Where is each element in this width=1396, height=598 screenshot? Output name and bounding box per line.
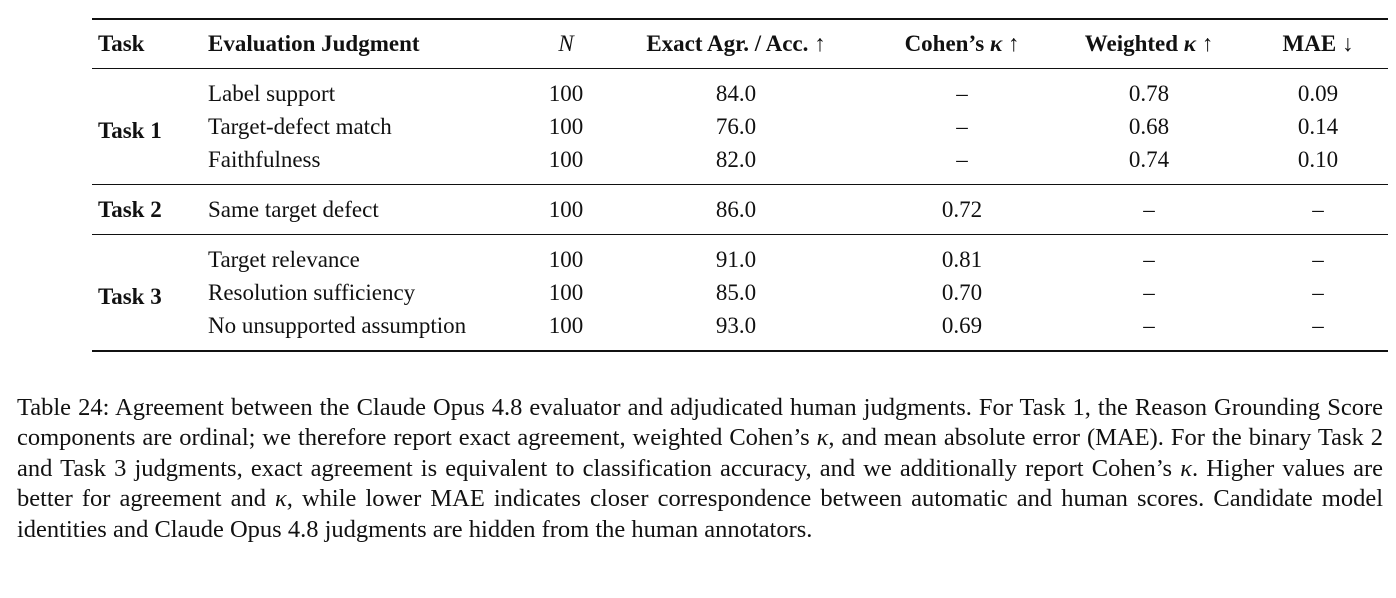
task-1-group: Task 1 Label support 100 84.0 – 0.78 0.0… <box>92 69 1388 185</box>
n-cell: 100 <box>548 196 584 222</box>
mae-cell: – <box>1312 312 1324 338</box>
acc-cell: 76.0 <box>715 113 757 139</box>
mae-cell: 0.09 <box>1297 80 1339 106</box>
cohen-cell: – <box>956 113 968 139</box>
acc-cell: 93.0 <box>715 312 757 338</box>
cohen-cell: 0.81 <box>941 246 983 272</box>
judgment-cell: Target relevance <box>208 246 360 272</box>
weighted-cell: 0.68 <box>1128 113 1170 139</box>
n-cell: 100 <box>548 246 584 272</box>
table-row: Target-defect match 100 76.0 – 0.68 0.14 <box>92 110 1388 143</box>
header-exact-agreement: Exact Agr. / Acc. ↑ <box>598 18 874 69</box>
task-label: Task 1 <box>98 117 162 143</box>
mae-cell: – <box>1312 279 1324 305</box>
cohen-cell: 0.70 <box>941 279 983 305</box>
n-cell: 100 <box>548 312 584 338</box>
agreement-table: Task Evaluation Judgment N Exact Agr. / … <box>92 18 1388 352</box>
weighted-cell: – <box>1143 196 1155 222</box>
n-cell: 100 <box>548 146 584 172</box>
cohen-cell: 0.72 <box>941 196 983 222</box>
results-table-container: Task Evaluation Judgment N Exact Agr. / … <box>92 18 1388 352</box>
header-cohens-kappa: Cohen’s κ ↑ <box>874 18 1050 69</box>
weighted-cell: 0.78 <box>1128 80 1170 106</box>
table-row: Resolution sufficiency 100 85.0 0.70 – – <box>92 276 1388 309</box>
task-label: Task 3 <box>98 283 162 309</box>
mae-cell: – <box>1312 246 1324 272</box>
table-header-row: Task Evaluation Judgment N Exact Agr. / … <box>92 18 1388 69</box>
task-3-group: Task 3 Target relevance 100 91.0 0.81 – … <box>92 235 1388 351</box>
acc-cell: 85.0 <box>715 279 757 305</box>
table-caption: Table 24: Agreement between the Claude O… <box>17 393 1384 543</box>
mae-cell: 0.10 <box>1297 146 1339 172</box>
header-weighted-kappa: Weighted κ ↑ <box>1050 18 1248 69</box>
table-row: Task 2 Same target defect 100 86.0 0.72 … <box>92 185 1388 235</box>
header-n: N <box>534 18 598 69</box>
judgment-cell: Resolution sufficiency <box>208 279 416 305</box>
mae-cell: 0.14 <box>1297 113 1339 139</box>
acc-cell: 91.0 <box>715 246 757 272</box>
table-row: Faithfulness 100 82.0 – 0.74 0.10 <box>92 143 1388 185</box>
header-task: Task <box>92 18 202 69</box>
cohen-cell: – <box>956 80 968 106</box>
kappa-symbol: κ <box>1180 454 1192 482</box>
task-label: Task 2 <box>98 196 162 222</box>
weighted-cell: – <box>1143 312 1155 338</box>
table-row: Task 3 Target relevance 100 91.0 0.81 – … <box>92 235 1388 309</box>
table-row: No unsupported assumption 100 93.0 0.69 … <box>92 309 1388 351</box>
kappa-symbol: κ <box>1183 31 1196 56</box>
judgment-cell: Label support <box>208 80 336 106</box>
n-cell: 100 <box>548 113 584 139</box>
acc-cell: 84.0 <box>715 80 757 106</box>
mae-cell: – <box>1312 196 1324 222</box>
kappa-symbol: κ <box>275 485 287 512</box>
n-cell: 100 <box>548 279 584 305</box>
n-cell: 100 <box>548 80 584 106</box>
header-mae: MAE ↓ <box>1248 18 1388 69</box>
judgment-cell: Target-defect match <box>208 113 392 139</box>
task-2-group: Task 2 Same target defect 100 86.0 0.72 … <box>92 185 1388 235</box>
weighted-cell: – <box>1143 246 1155 272</box>
acc-cell: 86.0 <box>715 196 757 222</box>
weighted-cell: – <box>1143 279 1155 305</box>
acc-cell: 82.0 <box>715 146 757 172</box>
judgment-cell: Same target defect <box>208 196 379 222</box>
judgment-cell: Faithfulness <box>208 146 321 172</box>
cohen-cell: – <box>956 146 968 172</box>
judgment-cell: No unsupported assumption <box>208 312 467 338</box>
kappa-symbol: κ <box>816 424 829 451</box>
kappa-symbol: κ <box>989 31 1003 56</box>
table-row: Task 1 Label support 100 84.0 – 0.78 0.0… <box>92 69 1388 143</box>
weighted-cell: 0.74 <box>1128 146 1170 172</box>
cohen-cell: 0.69 <box>941 312 983 338</box>
header-judgment: Evaluation Judgment <box>202 18 534 69</box>
